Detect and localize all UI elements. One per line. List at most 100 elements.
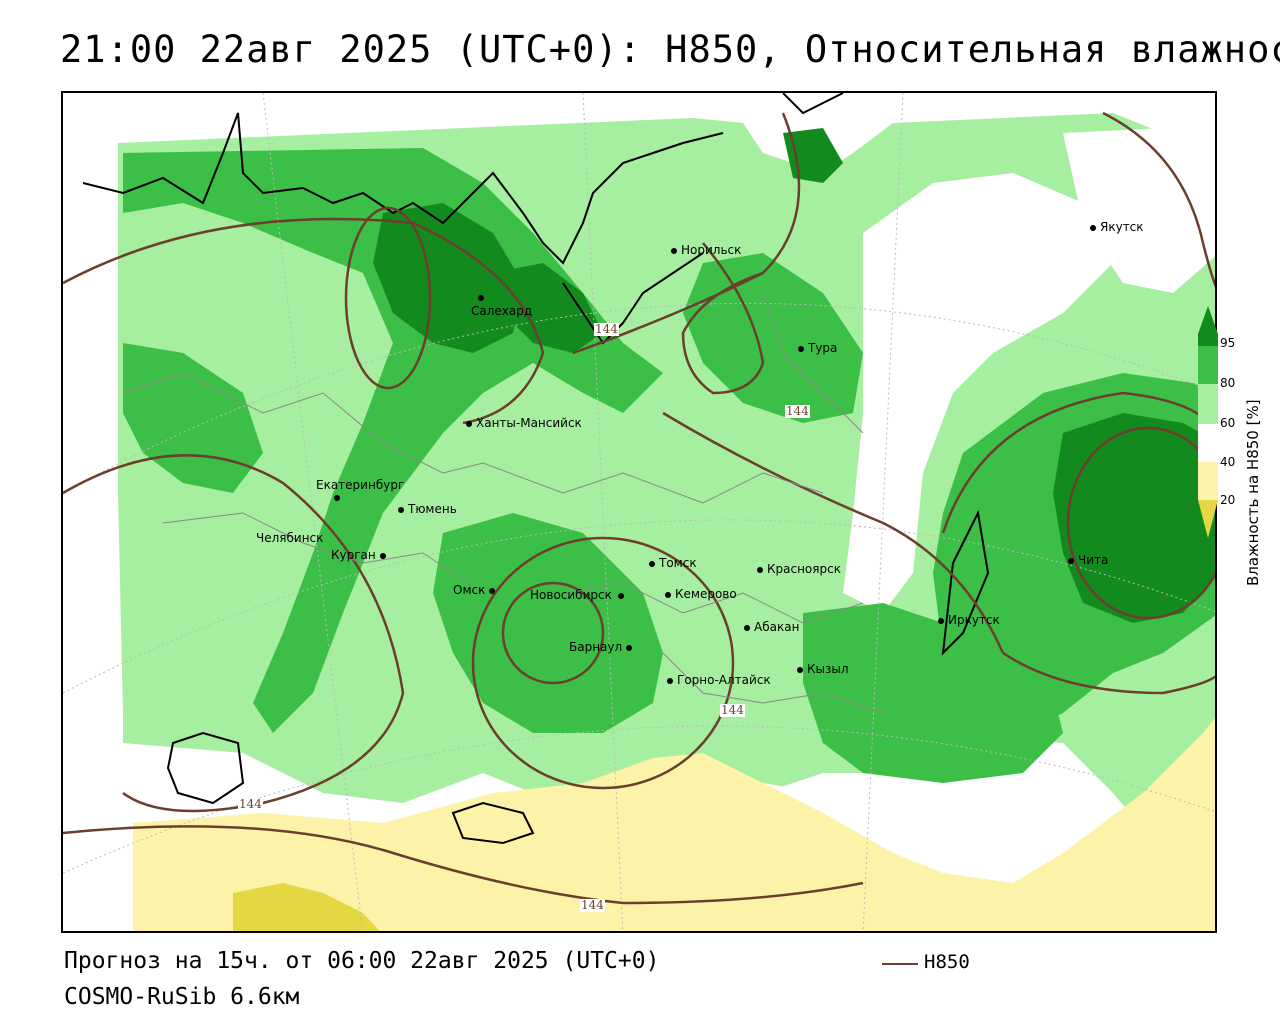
city-label: Горно-Алтайск: [677, 673, 771, 687]
city-marker: Кызыл: [797, 662, 849, 676]
city-label: Якутск: [1100, 220, 1144, 234]
city-marker: Омск: [453, 583, 499, 597]
city-dot: [1090, 224, 1096, 231]
city-label: Томск: [659, 556, 697, 570]
city-label: Кызыл: [807, 662, 849, 676]
city-label: Омск: [453, 583, 486, 597]
city-dot: [671, 247, 677, 254]
humidity-area-80: [803, 603, 1063, 783]
forecast-info: Прогноз на 15ч. от 06:00 22авг 2025 (UTC…: [64, 948, 660, 974]
h850-legend-line: [882, 963, 918, 965]
contour-label: 144: [238, 797, 263, 811]
city-label: Норильск: [681, 243, 742, 257]
city-dot: [667, 677, 673, 684]
city-label: Тура: [808, 341, 838, 355]
city-dot: [744, 624, 750, 631]
colorbar-label: Влажность на H850 [%]: [1244, 399, 1262, 586]
city-dot: [489, 587, 496, 594]
city-label: Екатеринбург: [316, 478, 405, 492]
model-info: COSMO-RuSib 6.6км: [64, 984, 300, 1010]
city-label: Тюмень: [408, 502, 457, 516]
city-marker: Красноярск: [757, 562, 841, 576]
map-title: 21:00 22авг 2025 (UTC+0): H850, Относите…: [60, 28, 1280, 71]
graticule: [63, 93, 1215, 931]
colorbar-segment-80: [1198, 346, 1218, 384]
city-label: Кемерово: [675, 587, 737, 601]
colorbar-segment-20: [1198, 462, 1218, 500]
colorbar-segment-95: [1198, 334, 1218, 346]
city-dot: [665, 591, 671, 598]
humidity-area-80: [683, 253, 863, 423]
city-label: Ханты-Мансийск: [476, 416, 582, 430]
city-dot: [798, 345, 804, 352]
city-marker: Кемерово: [665, 587, 737, 601]
city-label: Челябинск: [256, 531, 324, 545]
city-marker: Барнаул: [569, 640, 636, 654]
colorbar-segment-60: [1198, 384, 1218, 424]
city-marker: Екатеринбург: [316, 478, 404, 492]
city-label: Красноярск: [767, 562, 841, 576]
contour-label: 144: [785, 404, 810, 418]
city-label: Абакан: [754, 620, 800, 634]
city-label: Иркутск: [948, 613, 1000, 627]
humidity-area-0: [233, 883, 380, 931]
region-borders: [122, 292, 884, 714]
city-marker: Салехард: [471, 304, 532, 318]
city-dot: [626, 644, 633, 651]
humidity-area-80: [123, 343, 263, 493]
city-marker: Тура: [798, 341, 837, 355]
city-label: Курган: [331, 548, 376, 562]
humidity-colorbar: [1198, 306, 1218, 538]
contour-label: 144: [594, 322, 619, 336]
city-dot: [478, 294, 484, 301]
contour-label: 144: [580, 898, 605, 912]
city-marker: Чита: [1068, 553, 1108, 567]
city-marker: Абакан: [744, 620, 799, 634]
city-dot: [757, 566, 763, 573]
h850-contours: [63, 111, 1215, 905]
humidity-area-95: [1053, 413, 1215, 623]
humidity-area-95: [493, 263, 603, 353]
city-dot: [1068, 557, 1074, 564]
colorbar-tick: 80: [1220, 376, 1236, 390]
humidity-area-40: [843, 173, 1123, 613]
colorbar-tick: 60: [1220, 416, 1236, 430]
map-panel: [61, 91, 1217, 933]
city-marker: [478, 290, 488, 304]
city-dot: [649, 560, 655, 567]
city-marker: Челябинск: [256, 531, 323, 545]
city-marker: Норильск: [671, 243, 741, 257]
city-marker: Томск: [649, 556, 697, 570]
colorbar-tick: 20: [1220, 493, 1236, 507]
city-label: Чита: [1078, 553, 1109, 567]
humidity-area-20: [133, 718, 1215, 931]
colorbar-triangle-top: [1198, 306, 1218, 334]
city-marker: Курган: [331, 548, 390, 562]
h850-legend-label: H850: [924, 951, 970, 973]
city-label: Новосибирск: [530, 588, 612, 602]
city-dot: [398, 506, 404, 513]
city-marker: Новосибирск: [530, 588, 628, 602]
colorbar-tick: 40: [1220, 455, 1236, 469]
humidity-map: [63, 93, 1215, 931]
colorbar-segment-40: [1198, 424, 1218, 462]
coastline: [82, 93, 990, 845]
city-marker: [334, 490, 344, 504]
humidity-area-95: [373, 203, 523, 353]
city-dot: [797, 666, 803, 673]
city-label: Салехард: [471, 304, 533, 318]
city-dot: [334, 494, 340, 501]
humidity-area-40: [1063, 128, 1215, 293]
city-dot: [466, 420, 472, 427]
city-marker: Горно-Алтайск: [667, 673, 771, 687]
city-marker: Ханты-Мансийск: [466, 416, 582, 430]
city-label: Барнаул: [569, 640, 623, 654]
city-marker: Иркутск: [938, 613, 1000, 627]
contour-label: 144: [720, 703, 745, 717]
colorbar-triangle-bottom: [1198, 500, 1218, 538]
city-dot: [938, 617, 944, 624]
city-marker: Тюмень: [398, 502, 457, 516]
city-dot: [617, 592, 624, 599]
city-marker: Якутск: [1090, 220, 1144, 234]
city-dot: [379, 552, 386, 559]
